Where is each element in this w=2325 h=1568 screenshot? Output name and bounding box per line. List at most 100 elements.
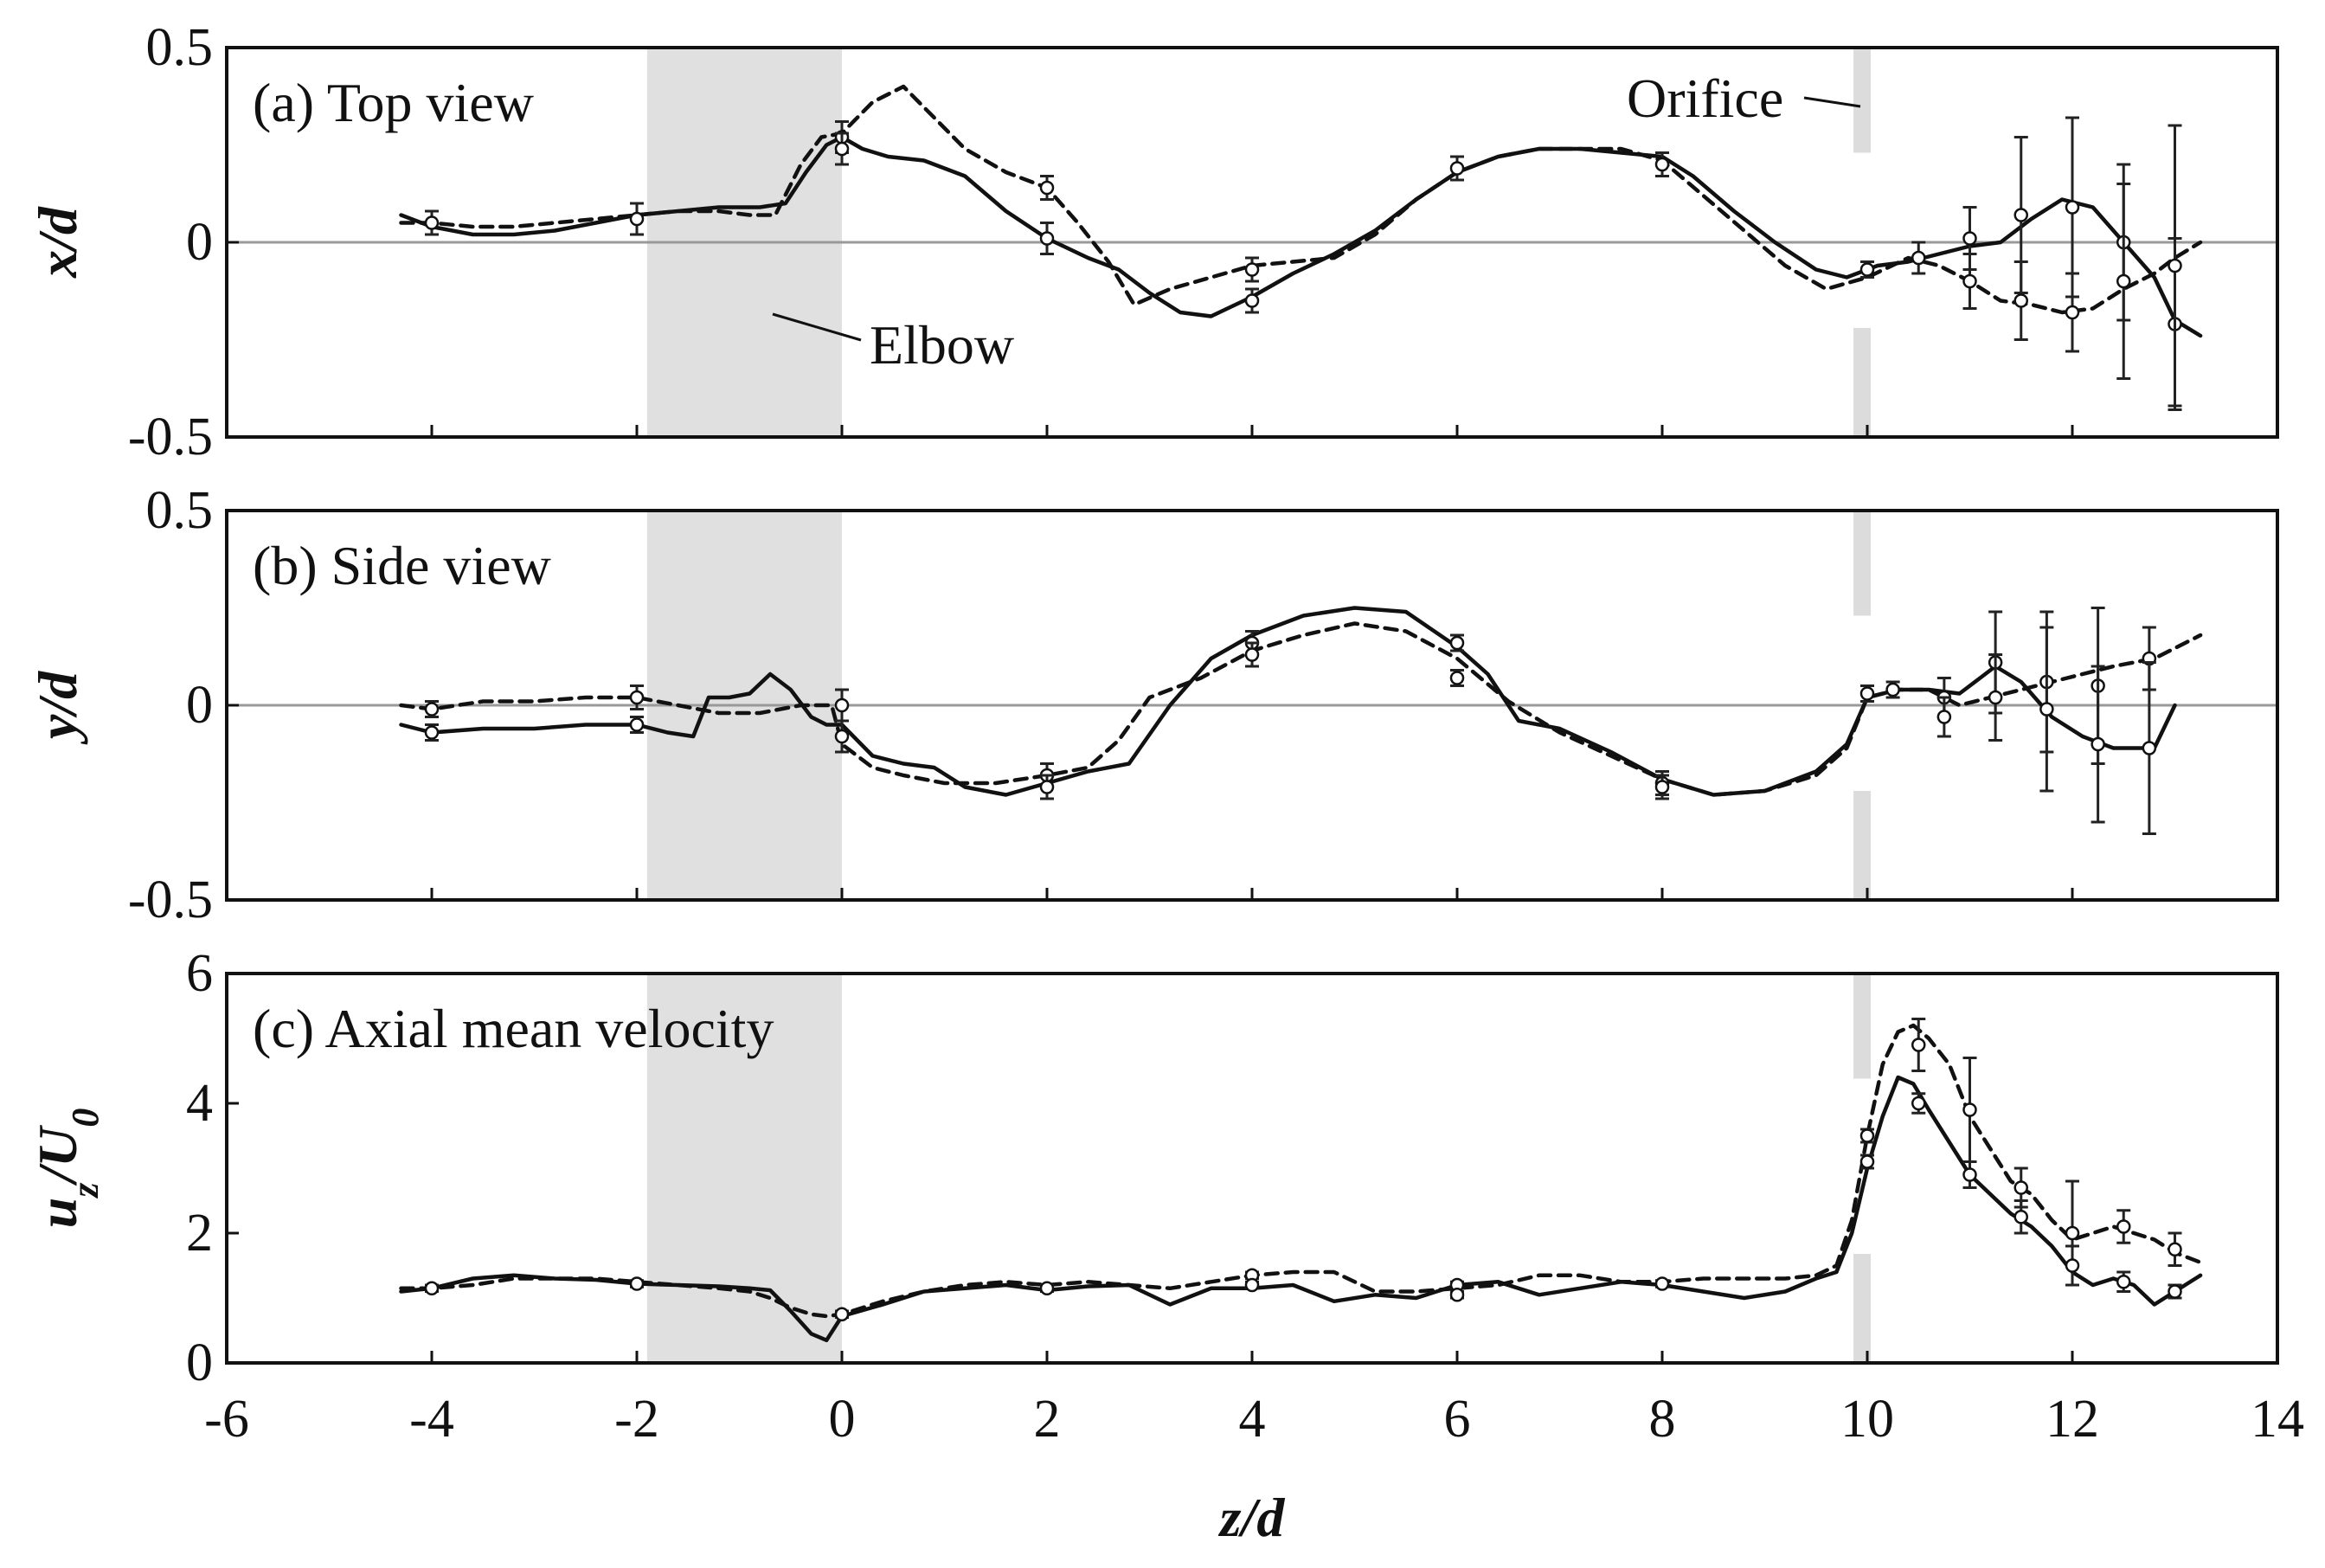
marker-circle (1962, 231, 1977, 246)
marker-circle (834, 729, 850, 744)
marker-circle (2039, 702, 2054, 717)
marker-circle (1859, 1128, 1875, 1143)
marker-circle (1911, 1038, 1926, 1052)
data-marker (1911, 1018, 1926, 1072)
y-tick-label: -0.5 (128, 871, 213, 929)
data-marker (1449, 633, 1465, 652)
marker-circle (1449, 1288, 1465, 1302)
marker-circle (2168, 1284, 2182, 1299)
orifice-marker-bottom (1853, 791, 1872, 900)
marker-circle (1654, 157, 1670, 172)
marker-circle (1039, 180, 1055, 196)
y-tick-label: 0 (186, 1333, 213, 1392)
marker-circle (2116, 1275, 2131, 1289)
x-tick-label: 8 (1649, 1390, 1676, 1449)
data-marker (1962, 1160, 1977, 1189)
data-marker (2014, 260, 2028, 341)
data-marker (1859, 1128, 1875, 1144)
data-marker (1859, 1154, 1875, 1170)
marker-circle (2065, 200, 2080, 215)
data-marker (1962, 1057, 1977, 1163)
x-tick-label: 6 (1444, 1390, 1471, 1449)
data-marker (2091, 665, 2105, 824)
marker-circle (834, 697, 850, 713)
panel-side-view: 0.5 0 -0.5 (b) Side view y/d (27, 481, 2279, 929)
data-marker (2168, 1231, 2182, 1267)
marker-circle (2014, 208, 2028, 222)
elbow-leader-line (772, 312, 862, 342)
data-marker (1449, 669, 1465, 687)
marker-circle (1244, 262, 1260, 277)
data-marker (1988, 653, 2003, 742)
data-marker (1859, 684, 1875, 703)
marker-circle (629, 717, 645, 732)
marker-circle (1962, 1167, 1977, 1182)
x-tick-label: 14 (2251, 1390, 2304, 1449)
marker-circle (1859, 1154, 1875, 1169)
x-axis-title: z/d (1218, 1487, 1286, 1548)
x-tick-label: 4 (1239, 1390, 1266, 1449)
data-marker (1244, 256, 1260, 283)
data-marker (2014, 1199, 2028, 1235)
data-marker (1936, 696, 1952, 738)
orifice-label: Orifice (1627, 67, 1783, 129)
marker-circle (1885, 682, 1900, 697)
marker-circle (2065, 305, 2080, 320)
orifice-marker-bottom (1853, 328, 1872, 437)
marker-circle (2116, 273, 2131, 289)
marker-circle (1449, 671, 1465, 685)
marker-circle (1039, 780, 1055, 794)
data-marker (2116, 1209, 2131, 1244)
marker-circle (1039, 1281, 1055, 1295)
x-tick-label: 0 (829, 1390, 856, 1449)
data-marker (1911, 1092, 1926, 1115)
orifice-marker-bottom (1853, 1254, 1872, 1363)
data-marker (834, 132, 850, 166)
x-tick-label: 2 (1034, 1390, 1061, 1449)
data-marker (424, 1281, 440, 1295)
marker-circle (424, 215, 440, 230)
data-marker (1039, 175, 1055, 201)
data-marker (1911, 241, 1926, 275)
data-marker (834, 719, 850, 754)
panel-axial-velocity: 6 4 2 0 (c) Axial mean velocity uz/U0 (27, 944, 2279, 1392)
y-axis-title: y/d (27, 671, 88, 745)
elbow-region (646, 974, 842, 1363)
plot-frame (225, 46, 2279, 439)
marker-circle (1244, 1277, 1260, 1293)
data-marker (1449, 1288, 1465, 1302)
data-marker (2065, 116, 2080, 299)
data-marker (2142, 661, 2157, 835)
marker-circle (1449, 161, 1465, 176)
marker-circle (834, 141, 850, 157)
marker-circle (2168, 258, 2182, 273)
marker-circle (834, 1307, 850, 1321)
data-marker (2168, 124, 2182, 408)
data-marker (1962, 253, 1977, 310)
y-tick-label: 0 (186, 676, 213, 735)
y-tick-label: 0.5 (146, 481, 214, 540)
marker-circle (2091, 736, 2105, 752)
data-marker (1039, 222, 1055, 255)
data-marker (1039, 774, 1055, 800)
data-marker (1885, 680, 1900, 699)
marker-circle (1962, 273, 1977, 289)
x-tick-label: -4 (409, 1390, 454, 1449)
orifice-marker-top (1853, 48, 1872, 153)
series-dashed (399, 1023, 2203, 1319)
marker-circle (424, 1281, 440, 1295)
marker-circle (629, 211, 645, 227)
marker-circle (1911, 250, 1926, 266)
marker-circle (629, 1276, 645, 1291)
marker-circle (1039, 231, 1055, 246)
series-dashed (399, 84, 2203, 315)
panel-label: (a) Top view (253, 72, 534, 133)
orifice-annotation: Orifice (1627, 67, 1861, 129)
panel-label: (b) Side view (253, 535, 551, 596)
series-dashed (399, 621, 2203, 797)
x-tick-label: -2 (614, 1390, 659, 1449)
data-marker (1449, 155, 1465, 182)
y-axis-title: x/d (27, 206, 88, 279)
marker-circle (1449, 635, 1465, 651)
data-marker (2116, 1270, 2131, 1293)
